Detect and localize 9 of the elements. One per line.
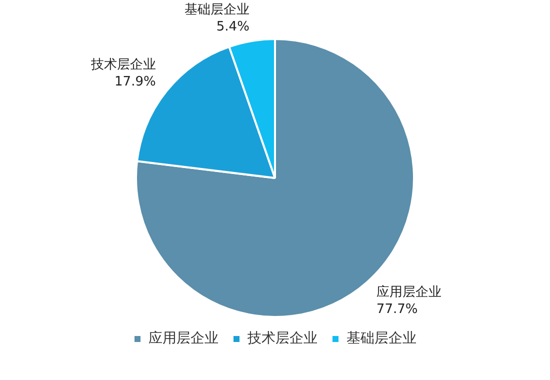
- legend-label: 应用层企业: [148, 330, 218, 347]
- legend-label: 技术层企业: [246, 330, 318, 347]
- slice-label: 基础层企业: [184, 2, 250, 18]
- slice-label: 应用层企业: [376, 284, 442, 300]
- data-label: 77.7%: [376, 302, 418, 317]
- slice-label: 技术层企业: [90, 57, 156, 72]
- data-label: 5.4%: [216, 20, 250, 35]
- legend-label: 基础层企业: [346, 330, 416, 347]
- data-label: 17.9%: [114, 74, 156, 90]
